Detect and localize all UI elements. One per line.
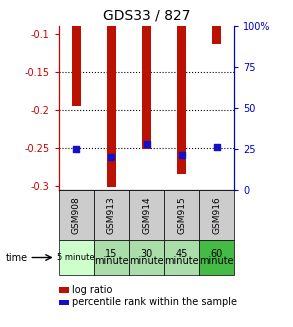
Text: 45: 45 [176,249,188,259]
Bar [72,0,81,106]
Text: GSM913: GSM913 [107,196,116,234]
Point [179,153,184,158]
Text: time: time [6,252,28,263]
Point [214,145,219,150]
Bar [142,0,151,148]
Text: 5 minute: 5 minute [57,253,95,262]
Text: GSM908: GSM908 [72,196,81,234]
Point [109,154,114,160]
Point [144,141,149,146]
Text: 15: 15 [105,249,117,259]
Text: GSM916: GSM916 [212,196,221,234]
Text: minute: minute [129,256,164,267]
Text: log ratio: log ratio [72,285,112,295]
Text: minute: minute [94,256,129,267]
Text: minute: minute [200,256,234,267]
Bar [107,0,116,187]
Text: 30: 30 [140,249,153,259]
Text: 60: 60 [211,249,223,259]
Title: GDS33 / 827: GDS33 / 827 [103,8,190,22]
Text: GSM914: GSM914 [142,196,151,234]
Text: GSM915: GSM915 [177,196,186,234]
Text: percentile rank within the sample: percentile rank within the sample [72,298,237,307]
Bar [177,0,186,174]
Text: minute: minute [164,256,199,267]
Bar [212,0,221,43]
Point [74,146,79,151]
